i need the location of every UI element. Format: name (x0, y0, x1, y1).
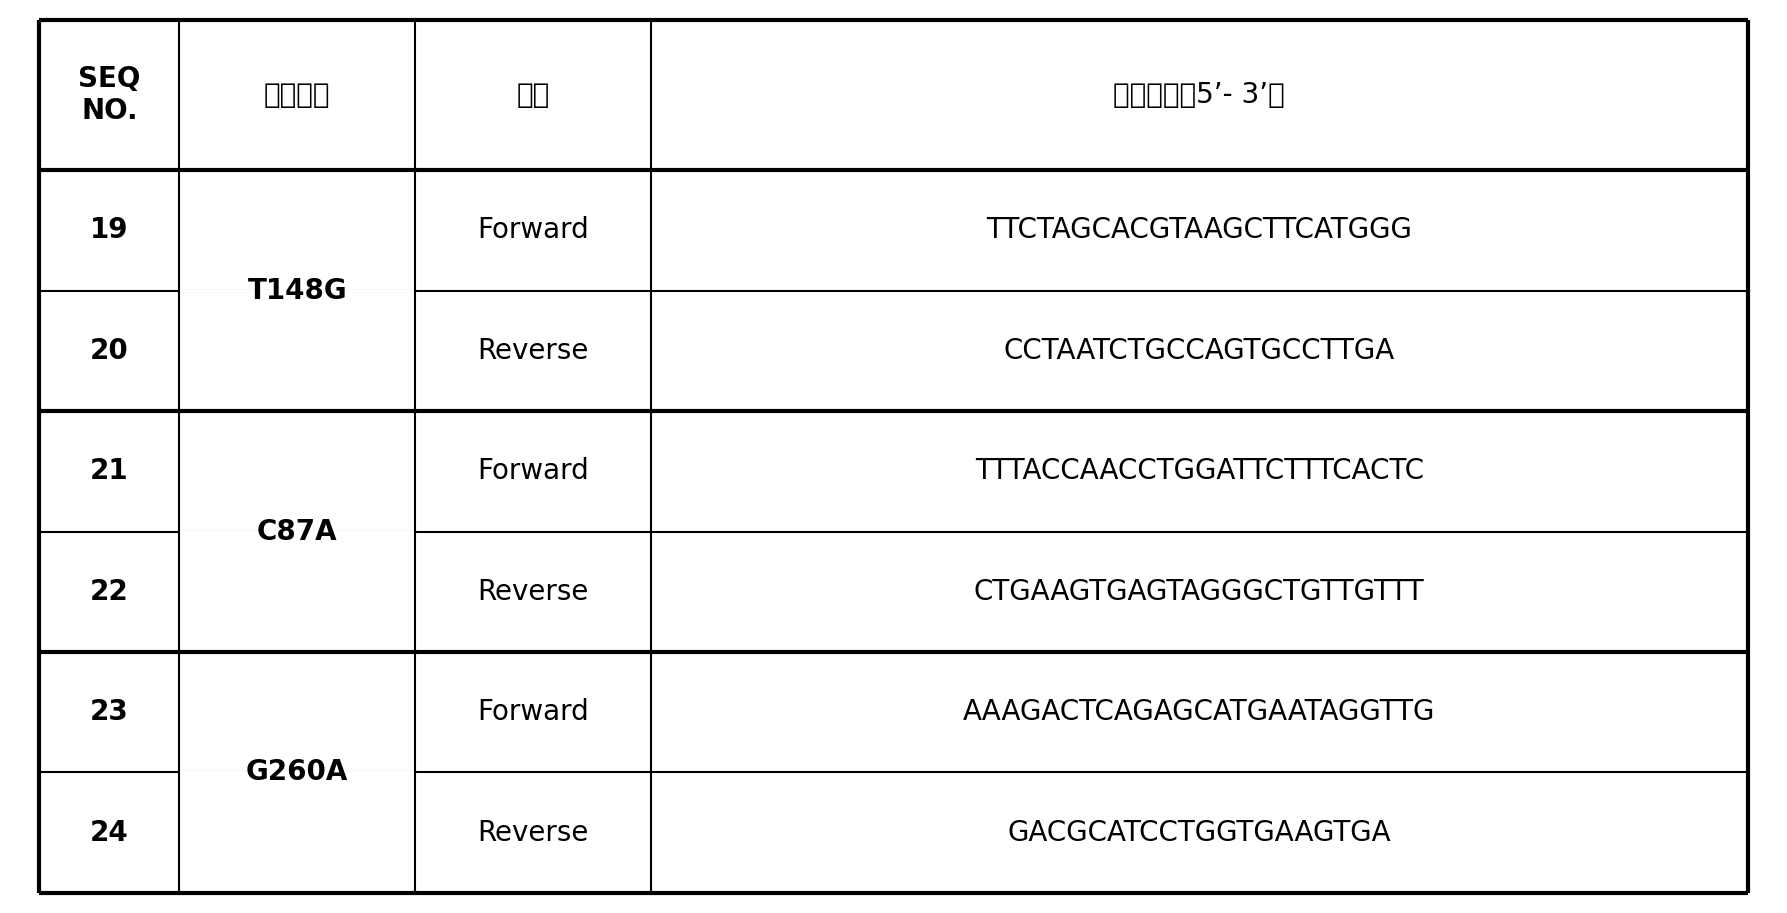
Text: Forward: Forward (477, 698, 590, 726)
Text: C87A: C87A (257, 518, 338, 546)
Text: Reverse: Reverse (477, 578, 588, 606)
Text: 22: 22 (89, 578, 129, 606)
Text: Forward: Forward (477, 216, 590, 245)
Text: CCTAATCTGCCAGTGCCTTGA: CCTAATCTGCCAGTGCCTTGA (1004, 337, 1396, 365)
Text: 类型: 类型 (516, 81, 550, 110)
Text: GACGCATCCTGGTGAAGTGA: GACGCATCCTGGTGAAGTGA (1008, 819, 1390, 846)
Text: Forward: Forward (477, 457, 590, 486)
Text: 突变位点: 突变位点 (264, 81, 331, 110)
Text: TTCTAGCACGTAAGCTTCATGGG: TTCTAGCACGTAAGCTTCATGGG (986, 216, 1412, 245)
Text: CTGAAGTGAGTAGGGCTGTTGTTT: CTGAAGTGAGTAGGGCTGTTGTTT (974, 578, 1424, 606)
Text: T148G: T148G (247, 277, 347, 305)
Text: TTTACCAACCTGGATTCTTTCACTC: TTTACCAACCTGGATTCTTTCACTC (974, 457, 1424, 486)
Text: Reverse: Reverse (477, 337, 588, 365)
Text: 23: 23 (89, 698, 129, 726)
Text: 19: 19 (89, 216, 129, 245)
Text: Reverse: Reverse (477, 819, 588, 846)
Text: AAAGACTCAGAGCATGAATAGGTTG: AAAGACTCAGAGCATGAATAGGTTG (963, 698, 1435, 726)
Text: 21: 21 (89, 457, 129, 486)
Text: G260A: G260A (247, 759, 348, 786)
Text: 扩增引物（5’- 3’）: 扩增引物（5’- 3’） (1113, 81, 1285, 110)
Text: SEQ
NO.: SEQ NO. (79, 65, 141, 125)
Text: 24: 24 (89, 819, 129, 846)
Text: 20: 20 (89, 337, 129, 365)
